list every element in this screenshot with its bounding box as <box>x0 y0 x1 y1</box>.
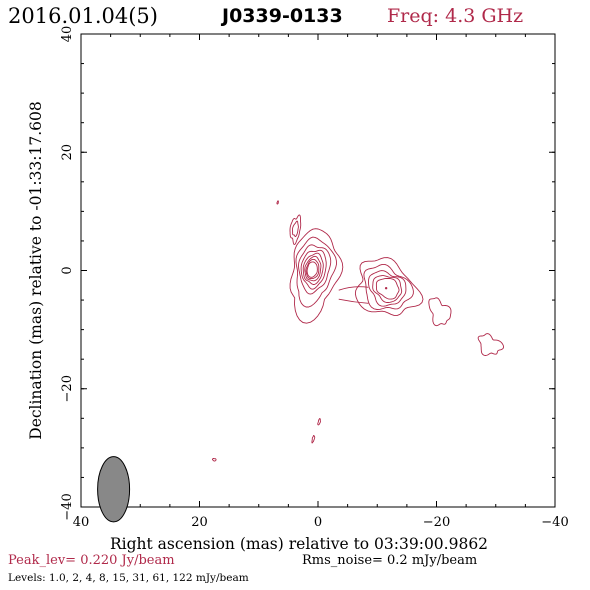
y-tick-label: 20 <box>60 144 75 161</box>
jet-knot-peak <box>384 287 388 290</box>
jet-knot-contour-2 <box>363 263 414 310</box>
plot-frame <box>80 33 556 508</box>
core-contour-2 <box>295 236 337 308</box>
jet-blob-2-contour-1 <box>477 333 504 356</box>
y-tick-label: 40 <box>60 26 75 43</box>
jet-knot-contour-3 <box>368 270 407 307</box>
core-contour-8 <box>306 261 318 278</box>
x-tick-label: 20 <box>191 515 208 530</box>
y-tick-label: −40 <box>60 493 75 520</box>
y-tick-label: −20 <box>60 375 75 402</box>
core-contour-7 <box>305 258 320 280</box>
jet-knot-contour-1 <box>354 257 424 316</box>
restoring-beam <box>97 456 131 523</box>
x-tick-label: 0 <box>314 515 322 530</box>
noise-contour-s1 <box>317 418 321 426</box>
x-tick-label: −40 <box>541 515 568 530</box>
y-axis-label: Declination (mas) relative to -01:33:17.… <box>27 101 45 439</box>
north-blob-contour-1 <box>289 214 302 245</box>
frequency-label: Freq: 4.3 GHz <box>387 5 524 27</box>
jet-blob-1-contour-1 <box>428 297 452 327</box>
jet-knot-contour-4 <box>372 275 403 303</box>
core-contour-3 <box>298 244 332 295</box>
date-label: 2016.01.04(5) <box>8 4 158 28</box>
core-contour-4 <box>300 249 327 290</box>
rms-noise-label: Rms_noise= 0.2 mJy/beam <box>302 553 478 568</box>
x-tick-label: 40 <box>73 515 90 530</box>
noise-contour-s2 <box>311 434 316 444</box>
y-tick-label: 0 <box>60 266 75 274</box>
contours-group <box>211 200 504 462</box>
noise-contour-ne <box>276 200 279 205</box>
x-axis-label: Right ascension (mas) relative to 03:39:… <box>110 535 488 553</box>
x-tick-label: −20 <box>423 515 450 530</box>
core-contour-6 <box>304 255 322 282</box>
north-blob-contour-2 <box>292 220 299 237</box>
noise-contour-sw <box>211 457 217 462</box>
peak-level-label: Peak_lev= 0.220 Jy/beam <box>8 553 175 568</box>
jet-knot-contour-5 <box>375 278 400 300</box>
core-contour-1 <box>289 228 344 324</box>
source-name: J0339-0133 <box>222 5 343 27</box>
core-contour-5 <box>302 252 324 285</box>
core-jet-bridge <box>338 286 369 304</box>
contour-levels-label: Levels: 1.0, 2, 4, 8, 15, 31, 61, 122 mJ… <box>8 572 249 584</box>
